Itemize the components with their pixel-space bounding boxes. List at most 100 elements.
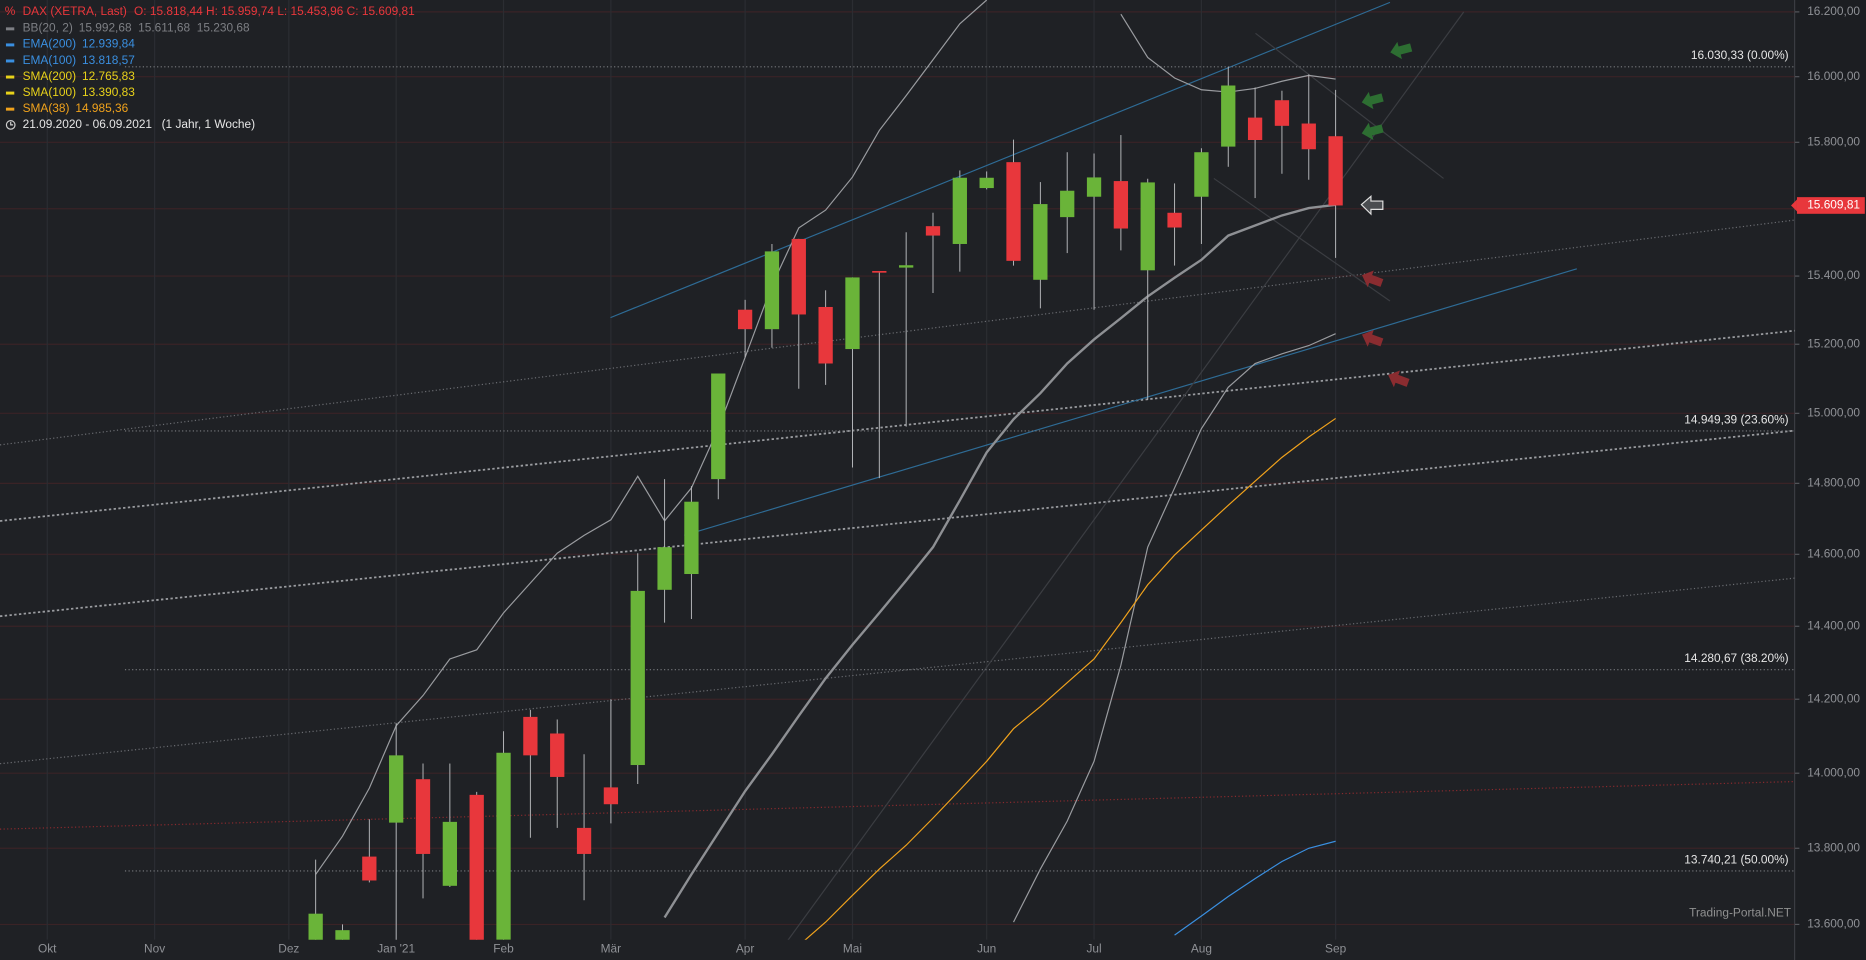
fib-label: 14.949,39 (23.60%) — [1684, 412, 1788, 426]
trendline — [1213, 177, 1391, 302]
legend: % DAX (XETRA, Last) O: 15.818,44 H: 15.9… — [5, 4, 415, 131]
x-tick-label: Jun — [977, 941, 996, 955]
legend-swatch — [5, 59, 15, 63]
arrow — [1360, 194, 1384, 216]
candle-body — [764, 251, 780, 330]
candle-body — [308, 913, 323, 940]
candle-body — [1140, 182, 1155, 271]
indicator-line — [1012, 333, 1336, 923]
x-tick-label: Mär — [601, 941, 622, 955]
candle-body — [576, 827, 592, 854]
x-tick-label: Mai — [843, 941, 862, 955]
candle-body — [818, 306, 833, 364]
legend-icon: % — [5, 4, 16, 18]
candle-body — [872, 270, 887, 273]
candle-body — [737, 309, 753, 330]
candle-body — [899, 265, 914, 268]
candle-body — [496, 752, 511, 940]
date-range: 21.09.2020 - 06.09.2021 — [23, 117, 153, 131]
chart-title: DAX (XETRA, Last) — [23, 4, 127, 18]
trendline — [684, 268, 1577, 536]
candle-body — [1247, 117, 1263, 140]
plot-area — [124, 0, 1795, 940]
indicator-line — [663, 203, 1336, 919]
x-tick-label: Nov — [144, 941, 165, 955]
candle-body — [952, 177, 967, 244]
trendline — [787, 11, 1465, 940]
x-tick-label: Aug — [1191, 941, 1212, 955]
legend-value: 12.765,83 — [82, 69, 135, 83]
indicator-line — [804, 417, 1336, 940]
candle-body — [469, 794, 484, 940]
candle-body — [442, 821, 457, 886]
legend-name: EMA(100) — [23, 53, 77, 67]
y-tick-label: 15.400,00 — [1807, 268, 1860, 282]
y-tick-label: 14.200,00 — [1807, 691, 1860, 705]
legend-value: 12.939,84 — [82, 37, 135, 51]
legend-swatch — [5, 43, 15, 47]
fib-label: 16.030,33 (0.00%) — [1691, 48, 1789, 62]
arrow — [1390, 41, 1413, 60]
legend-swatch — [5, 75, 15, 79]
x-tick-label: Jan '21 — [377, 941, 415, 955]
y-tick-label: 13.600,00 — [1807, 917, 1860, 931]
period: (1 Jahr, 1 Woche) — [162, 117, 256, 131]
arrow — [1361, 122, 1384, 141]
candle-body — [657, 547, 672, 590]
x-tick-label: Feb — [493, 941, 514, 955]
clock-icon — [5, 120, 16, 130]
trendline — [0, 329, 1795, 522]
candle-body — [415, 779, 431, 854]
candle-body — [1301, 123, 1316, 150]
arrow — [1388, 370, 1410, 388]
candle-body — [711, 373, 726, 480]
candle-body — [550, 733, 565, 777]
candle-body — [1006, 162, 1021, 261]
y-tick-label: 16.000,00 — [1807, 69, 1860, 83]
candle-body — [1167, 212, 1182, 228]
last-price-label: 15.609,81 — [1807, 198, 1860, 212]
candle-body — [1113, 181, 1129, 229]
candle-body — [1194, 152, 1209, 197]
fib-label: 13.740,21 (50.00%) — [1684, 852, 1788, 866]
x-tick-label: Dez — [278, 941, 299, 955]
arrow — [1361, 270, 1384, 288]
candle-body — [845, 277, 860, 350]
trendline — [0, 577, 1795, 765]
candle-body — [1221, 85, 1236, 147]
trendline — [0, 780, 1795, 830]
indicator-line — [1174, 840, 1336, 936]
legend-value: 15.992,68 15.611,68 15.230,68 — [79, 21, 250, 35]
arrow — [1361, 330, 1384, 347]
legend-value: 14.985,36 — [75, 101, 128, 115]
candle-body — [684, 501, 699, 575]
x-tick-label: Sep — [1325, 941, 1347, 955]
y-tick-label: 15.200,00 — [1807, 336, 1860, 350]
candle-body — [335, 930, 350, 940]
legend-name: EMA(200) — [23, 37, 77, 51]
last-price-pointer — [1791, 199, 1797, 212]
y-tick-label: 14.400,00 — [1807, 618, 1860, 632]
trendline — [1255, 32, 1444, 179]
legend-value: 13.390,83 — [82, 85, 135, 99]
candle-body — [362, 856, 377, 881]
trendline — [0, 219, 1795, 446]
legend-name: SMA(100) — [23, 85, 77, 99]
y-tick-label: 16.200,00 — [1807, 4, 1860, 18]
candle-body — [630, 590, 645, 766]
candle-body — [979, 177, 994, 189]
candle-body — [1060, 190, 1075, 218]
trendline — [0, 429, 1795, 618]
fib-label: 14.280,67 (38.20%) — [1684, 651, 1788, 665]
legend-swatch — [5, 107, 15, 111]
candle-body — [1328, 136, 1343, 206]
trendlines — [0, 1, 1795, 940]
last-price-box — [1796, 197, 1865, 214]
watermark: Trading-Portal.NET — [1689, 906, 1791, 920]
candle-body — [523, 716, 538, 756]
ohlc-text: O: 15.818,44 H: 15.959,74 L: 15.453,96 C… — [134, 4, 415, 18]
y-tick-label: 14.600,00 — [1807, 546, 1860, 560]
legend-name: SMA(200) — [23, 69, 77, 83]
